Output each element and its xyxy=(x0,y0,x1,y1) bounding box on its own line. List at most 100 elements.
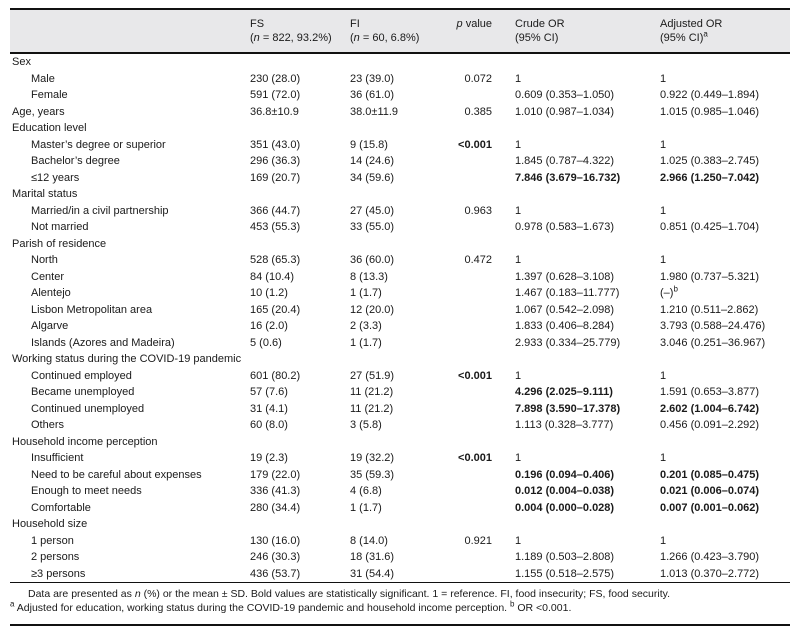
data-row: Insufficient 19 (2.3) 19 (32.2) <0.001 1 1 xyxy=(10,450,790,467)
fs-value: 84 (10.4) xyxy=(250,270,295,283)
fi-value: 9 (15.8) xyxy=(350,138,388,151)
col-header-adjusted-ci: (95% CI)a xyxy=(660,29,708,44)
crude-or-value: 4.296 (2.025–9.111) xyxy=(515,386,613,398)
p-value: <0.001 xyxy=(458,138,492,151)
crude-or-value xyxy=(498,236,650,253)
crude-or-value: 1.467 (0.183–11.777) xyxy=(515,287,620,299)
fi-value: 11 (21.2) xyxy=(350,402,394,415)
row-label: Lisbon Metropolitan area xyxy=(31,303,153,316)
fs-value: 296 (36.3) xyxy=(250,155,301,167)
fi-value xyxy=(348,434,440,451)
p-value: <0.001 xyxy=(458,369,492,382)
crude-or-value: 1 xyxy=(515,534,522,547)
fs-value: 436 (53.7) xyxy=(250,567,301,580)
footnote-data-note: Data are presented as n (%) or the mean … xyxy=(28,588,671,600)
adjusted-or-value: 0.007 (0.001–0.062) xyxy=(660,501,760,514)
fs-value xyxy=(248,351,348,368)
group-row: Marital status xyxy=(10,186,790,203)
data-row: North 528 (65.3) 36 (60.0) 0.472 1 1 xyxy=(10,252,790,269)
p-value xyxy=(440,302,498,319)
row-label: Not married xyxy=(31,221,89,233)
fs-value: 591 (72.0) xyxy=(250,89,301,101)
group-row: Household income perception xyxy=(10,434,790,451)
crude-or-value: 1.155 (0.518–2.575) xyxy=(515,567,615,580)
adjusted-or-value: 2.602 (1.004–6.742) xyxy=(660,402,760,415)
col-header-variable xyxy=(10,9,248,53)
fs-value: 246 (30.3) xyxy=(250,551,301,563)
adjusted-or-value: 1 xyxy=(660,369,667,382)
data-row: Lisbon Metropolitan area 165 (20.4) 12 (20… xyxy=(10,302,790,319)
col-header-adjusted-title: Adjusted OR xyxy=(660,18,723,30)
group-row: Household size xyxy=(10,516,790,533)
adjusted-or-value: 1 xyxy=(660,534,667,547)
row-label: Age, years xyxy=(12,105,65,118)
p-value xyxy=(440,434,498,451)
crude-or-value: 1.113 (0.328–3.777) xyxy=(515,419,614,431)
fi-value: 4 (6.8) xyxy=(350,485,382,497)
adjusted-or-value: 1 xyxy=(660,72,667,85)
crude-or-value: 1.010 (0.987–1.034) xyxy=(515,105,615,118)
adjusted-or-value xyxy=(650,53,790,71)
crude-or-value xyxy=(498,53,650,71)
row-label: Became unemployed xyxy=(31,386,135,398)
fs-value: 601 (80.2) xyxy=(250,369,301,382)
crude-or-value xyxy=(498,516,650,533)
col-header-p-value: p value xyxy=(456,18,492,30)
crude-or-value: 1 xyxy=(515,452,522,464)
crude-or-value: 1.189 (0.503–2.808) xyxy=(515,551,615,563)
p-value xyxy=(440,285,498,302)
p-value xyxy=(440,269,498,286)
data-row: Married/in a civil partnership 366 (44.7)… xyxy=(10,203,790,220)
row-label: Center xyxy=(31,270,65,283)
p-value: 0.472 xyxy=(464,254,492,266)
fi-value: 34 (59.6) xyxy=(350,171,395,184)
fi-value: 36 (61.0) xyxy=(350,89,395,101)
fi-value: 31 (54.4) xyxy=(350,567,395,580)
fs-value: 36.8±10.9 xyxy=(250,105,299,118)
row-label: Islands (Azores and Madeira) xyxy=(31,336,175,349)
adjusted-or-value xyxy=(650,186,790,203)
adjusted-or-value: 0.021 (0.006–0.074) xyxy=(660,485,760,497)
data-row: Master’s degree or superior 351 (43.0) 9 (… xyxy=(10,137,790,154)
group-row: Working status during the COVID-19 pande… xyxy=(10,351,790,368)
data-row: Islands (Azores and Madeira) 5 (0.6) 1 (1.… xyxy=(10,335,790,352)
row-label: Female xyxy=(31,89,68,101)
row-label: Continued employed xyxy=(31,369,132,382)
row-label: Male xyxy=(31,72,55,85)
p-value xyxy=(440,53,498,71)
row-label: Algarve xyxy=(31,320,69,332)
p-value xyxy=(440,87,498,104)
p-value xyxy=(440,318,498,335)
fs-value: 528 (65.3) xyxy=(250,254,301,266)
row-label: Sex xyxy=(12,56,31,68)
header-row: FS (n = 822, 93.2%) FI (n = 60, 6.8%) p … xyxy=(10,9,790,53)
crude-or-value: 1.397 (0.628–3.108) xyxy=(515,270,615,283)
fs-value xyxy=(248,53,348,71)
row-label: Household income perception xyxy=(12,435,158,448)
adjusted-or-value: 1 xyxy=(660,254,667,266)
p-value xyxy=(440,483,498,500)
fs-value: 16 (2.0) xyxy=(250,320,288,332)
crude-or-value: 0.609 (0.353–1.050) xyxy=(515,89,615,101)
p-value xyxy=(440,566,498,583)
fi-value: 27 (45.0) xyxy=(350,204,395,217)
col-header-fs-n: (n = 822, 93.2%) xyxy=(250,32,332,44)
fs-value: 5 (0.6) xyxy=(250,336,282,349)
adjusted-or-value: (–)b xyxy=(660,285,678,299)
adjusted-or-value: 1 xyxy=(660,138,667,151)
fi-value: 36 (60.0) xyxy=(350,254,395,266)
p-value: 0.963 xyxy=(464,204,492,217)
fs-value: 169 (20.7) xyxy=(250,171,301,184)
footnote-adjustments: a Adjusted for education, working status… xyxy=(10,599,572,614)
crude-or-value xyxy=(498,434,650,451)
fs-value: 130 (16.0) xyxy=(250,534,301,547)
fi-value: 23 (39.0) xyxy=(350,72,395,85)
fs-value xyxy=(248,516,348,533)
fs-value: 19 (2.3) xyxy=(250,452,288,464)
p-value xyxy=(440,153,498,170)
fs-value: 179 (22.0) xyxy=(250,468,301,481)
data-row: Male 230 (28.0) 23 (39.0) 0.072 1 1 xyxy=(10,71,790,88)
p-value xyxy=(440,384,498,401)
fi-value xyxy=(348,516,440,533)
group-row: Education level xyxy=(10,120,790,137)
